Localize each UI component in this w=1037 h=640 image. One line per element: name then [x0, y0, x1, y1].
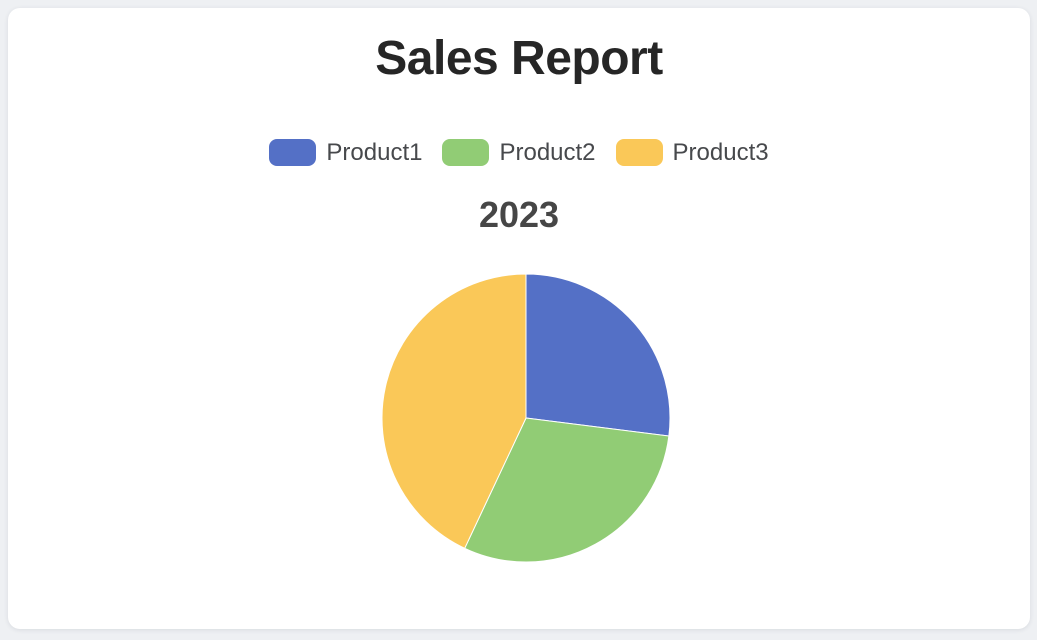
legend-item-product3[interactable]: Product3: [615, 139, 769, 166]
pie-slice-product1[interactable]: [525, 273, 671, 437]
legend-item-product2[interactable]: Product2: [442, 139, 596, 166]
legend-item-product1[interactable]: Product1: [269, 139, 422, 166]
pie-slice-product2[interactable]: [464, 417, 670, 563]
chart-legend: Product1 Product2 Product3: [8, 139, 1030, 166]
pie-chart: [381, 273, 671, 563]
legend-label-product1: Product1: [326, 139, 423, 166]
legend-label-product3: Product3: [672, 139, 769, 166]
pie-slice-product3[interactable]: [381, 273, 527, 549]
legend-swatch-product2: [442, 139, 490, 166]
legend-swatch-product1: [269, 139, 317, 166]
legend-swatch-product3: [615, 139, 663, 166]
chart-subtitle-year: 2023: [478, 194, 560, 235]
page-title: Sales Report: [375, 32, 663, 85]
sales-report-card: Sales Report Product1 Product2 Product3 …: [8, 8, 1030, 629]
legend-label-product2: Product2: [499, 139, 596, 166]
